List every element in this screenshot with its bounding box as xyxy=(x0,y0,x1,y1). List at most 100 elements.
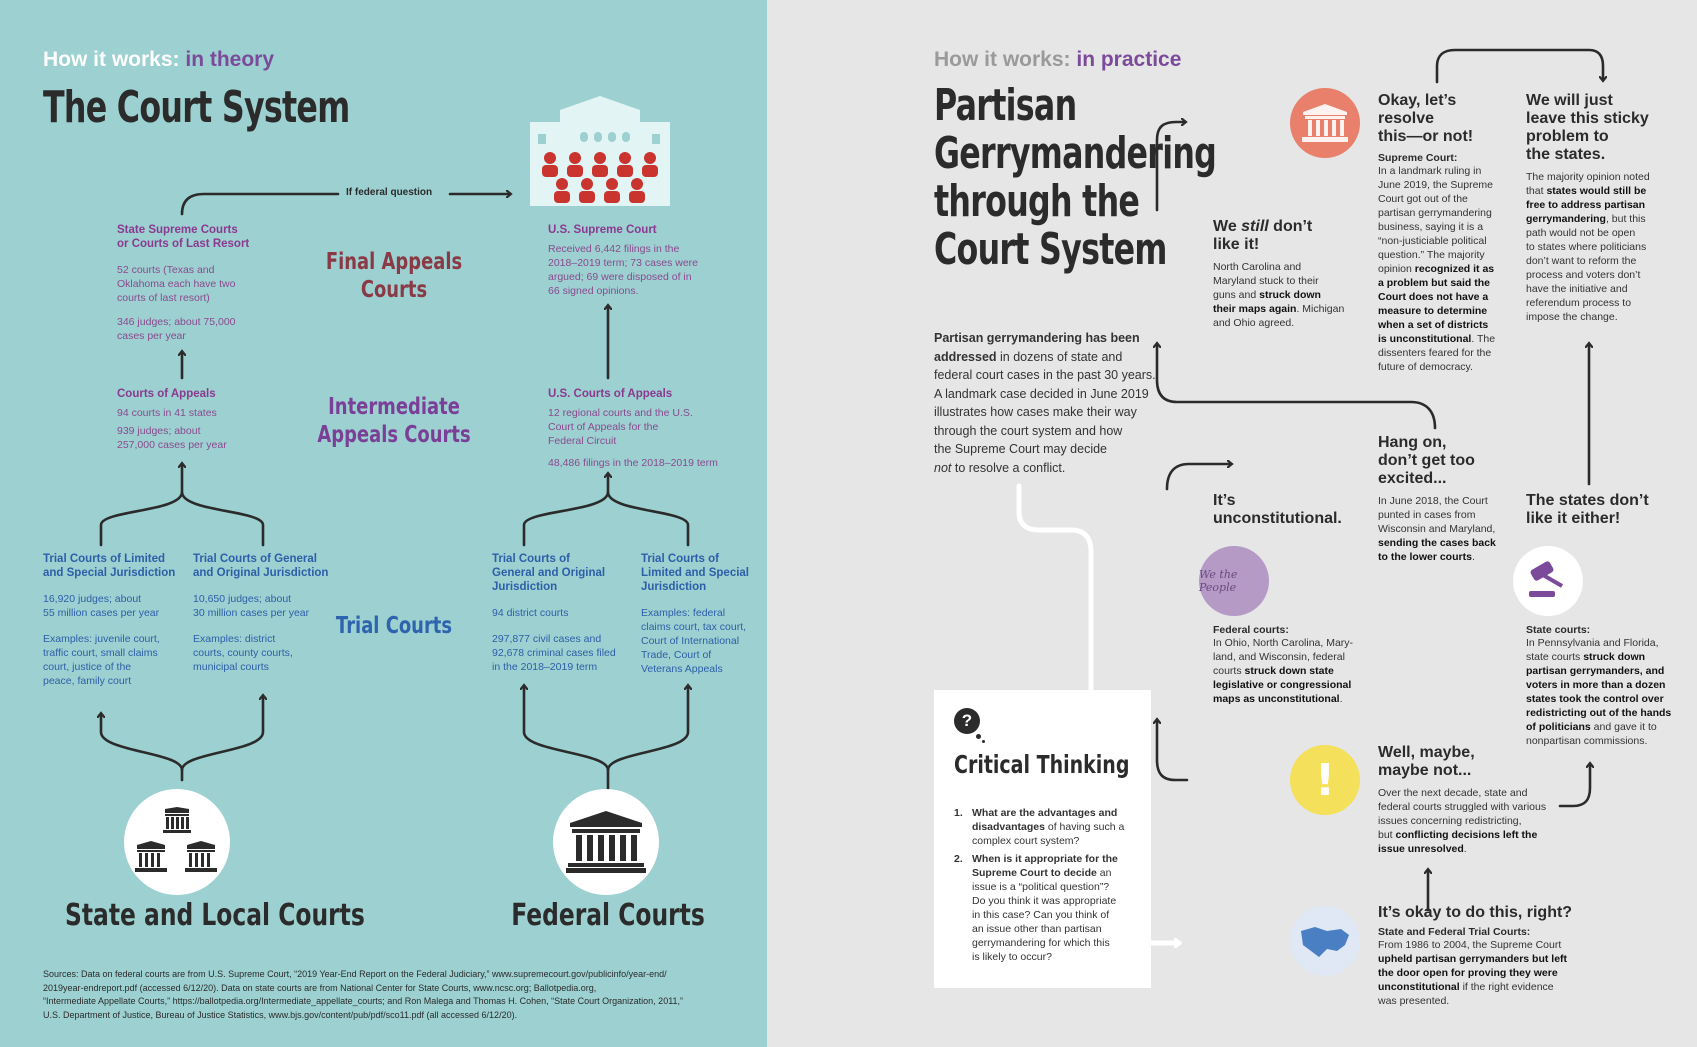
text-line: 297,877 civil cases and xyxy=(492,633,602,645)
text-segment: path would not be open xyxy=(1526,227,1636,239)
text-bold: struck down state xyxy=(1244,665,1334,677)
text-bold: struck down xyxy=(1259,289,1321,301)
question-bold: Supreme Court to decide xyxy=(972,867,1097,879)
text-line: Veterans Appeals xyxy=(641,663,723,675)
text-segment: federal courts struggled with various xyxy=(1378,801,1547,813)
state-courts-icon xyxy=(124,789,230,895)
step-states-body: State courts: In Pennsylvania and Florid… xyxy=(1526,624,1696,748)
heading-line: We will just xyxy=(1526,92,1613,109)
text-bold: states took the control over xyxy=(1526,693,1664,705)
card-heading: Trial Courts of Limited and Special Juri… xyxy=(43,552,191,580)
text-line: land, and Wisconsin, federal xyxy=(1213,650,1363,664)
text-line: free to address partisan xyxy=(1526,198,1686,212)
card-heading: Trial Courts of General and Original Jur… xyxy=(193,552,343,580)
text-bold: is unconstitutional xyxy=(1378,333,1472,345)
heading-line: maybe not... xyxy=(1378,762,1472,779)
text-bold: maps as unconstitutional xyxy=(1213,693,1340,705)
text-line: partisan gerrymandering xyxy=(1378,206,1513,220)
text-segment: if the right evidence xyxy=(1459,981,1554,993)
step-text: In Pennsylvania and Florida, state courts… xyxy=(1526,636,1696,748)
text-line: 939 judges; about xyxy=(117,425,201,437)
text-segment: state courts xyxy=(1526,651,1584,663)
heading-line: leave this sticky xyxy=(1526,110,1649,127)
text-line: upheld partisan gerrymanders but left xyxy=(1378,952,1598,966)
text-line: partisan gerrymanders, and xyxy=(1526,664,1696,678)
text-bold: measure to determine xyxy=(1378,305,1488,317)
text-bold: redistricting out of the hands xyxy=(1526,707,1672,719)
text-line: courts of last resort) xyxy=(117,292,210,304)
text-bold: states would still be xyxy=(1546,185,1647,197)
text-segment: and Ohio agreed. xyxy=(1213,317,1295,329)
text-segment: but xyxy=(1378,829,1396,841)
text-line: process and voters don’t xyxy=(1526,268,1686,282)
text-bold: a problem but said the xyxy=(1378,277,1491,289)
text-segment: have the initiative and xyxy=(1526,283,1628,295)
text-line: future of democracy. xyxy=(1378,360,1513,374)
text-line: North Carolina and xyxy=(1213,260,1363,274)
step-unconstitutional-body: Federal courts: In Ohio, North Carolina,… xyxy=(1213,624,1363,706)
step-text: In June 2018, the Court punted in cases f… xyxy=(1378,494,1513,564)
text-line: Maryland stuck to their xyxy=(1213,274,1363,288)
card-text: 48,486 filings in the 2018–2019 term xyxy=(548,457,718,469)
intro-italic: not xyxy=(934,460,952,475)
text-bold: Court does not have a xyxy=(1378,291,1489,303)
text-segment: In a landmark ruling in xyxy=(1378,165,1482,177)
text-segment: “non-justiciable political xyxy=(1378,235,1487,247)
text-segment: North Carolina and xyxy=(1213,261,1302,273)
card-text: 52 courts (Texas and Oklahoma each have … xyxy=(117,263,287,305)
step-okay: It’s okay to do this, right? State and F… xyxy=(1378,904,1598,1008)
text-line: their maps again. Michigan xyxy=(1213,302,1363,316)
text-segment: . xyxy=(1339,693,1343,705)
text-bold: upheld partisan gerrymanders but left xyxy=(1378,953,1568,965)
theory-panel: How it works: in theory The Court System xyxy=(0,0,767,1047)
sources-line: “Intermediate Appellate Courts,” https:/… xyxy=(43,996,684,1006)
text-line: court, justice of the xyxy=(43,661,132,673)
text-line: 66 signed opinions. xyxy=(548,285,639,297)
text-segment: , but this xyxy=(1605,213,1646,225)
text-bold: of politicians xyxy=(1526,721,1591,733)
text-line: 2018–2019 term; 73 cases were xyxy=(548,257,699,269)
federal-courts-heading: Federal Courts xyxy=(511,898,705,933)
text-segment: impose the change. xyxy=(1526,311,1618,323)
level-intermediate-line1: Intermediate xyxy=(328,394,460,420)
supreme-court-building-icon xyxy=(1290,88,1360,158)
text-line: federal courts struggled with various xyxy=(1378,800,1558,814)
step-heading: The states don’t like it either! xyxy=(1526,492,1686,528)
federal-trial-limited-card: Trial Courts of Limited and Special Juri… xyxy=(641,552,765,676)
text-segment: The majority opinion noted xyxy=(1526,171,1650,183)
heading-line: Jurisdiction xyxy=(641,581,707,593)
text-line: referendum process to xyxy=(1526,296,1686,310)
text-segment: From 1986 to 2004, the Supreme Court xyxy=(1378,939,1562,951)
text-line: of politicians and gave it to xyxy=(1526,720,1696,734)
text-segment: process and voters don’t xyxy=(1526,269,1641,281)
heading-line: problem to xyxy=(1526,128,1609,145)
constitution-icon: We the People xyxy=(1199,546,1269,616)
text-line: business, saying it is a xyxy=(1378,220,1513,234)
text-line: 55 million cases per year xyxy=(43,607,160,619)
step-heading: Hang on, don’t get too excited... xyxy=(1378,434,1513,488)
text-line: that states would still be xyxy=(1526,184,1686,198)
constitution-glyph: We the People xyxy=(1199,568,1238,594)
text-line: In Pennsylvania and Florida, xyxy=(1526,636,1696,650)
heading-line: Okay, let’s xyxy=(1378,92,1457,109)
critical-thinking-box: ? Critical Thinking 1. What are the adva… xyxy=(934,690,1151,988)
question-2: 2. When is it appropriate for the Suprem… xyxy=(954,852,1144,964)
text-bold: when a set of districts xyxy=(1378,319,1489,331)
intro-bold: Partisan gerrymandering has been xyxy=(934,331,1140,345)
text-segment: In Pennsylvania and Florida, xyxy=(1526,637,1659,649)
text-line: and Ohio agreed. xyxy=(1213,316,1363,330)
state-trial-general-card: Trial Courts of General and Original Jur… xyxy=(193,552,343,674)
text-line: courts struck down state xyxy=(1213,664,1363,678)
question-line: gerrymandering for which this xyxy=(972,937,1110,949)
level-intermediate: Intermediate Appeals Courts xyxy=(316,393,472,449)
text-line: 10,650 judges; about xyxy=(193,593,292,605)
text-line: traffic court, small claims xyxy=(43,647,158,659)
card-heading: U.S. Courts of Appeals xyxy=(548,388,673,400)
title-line: Partisan xyxy=(934,80,1077,131)
text-line: Over the next decade, state and xyxy=(1378,786,1558,800)
text-segment: Court got out of the xyxy=(1378,193,1468,205)
card-heading: U.S. Supreme Court xyxy=(548,224,657,236)
card-text: 12 regional courts and the U.S. Court of… xyxy=(548,406,748,448)
federal-courts-icon xyxy=(553,789,659,895)
kicker-prefix: How it works: xyxy=(43,48,180,71)
